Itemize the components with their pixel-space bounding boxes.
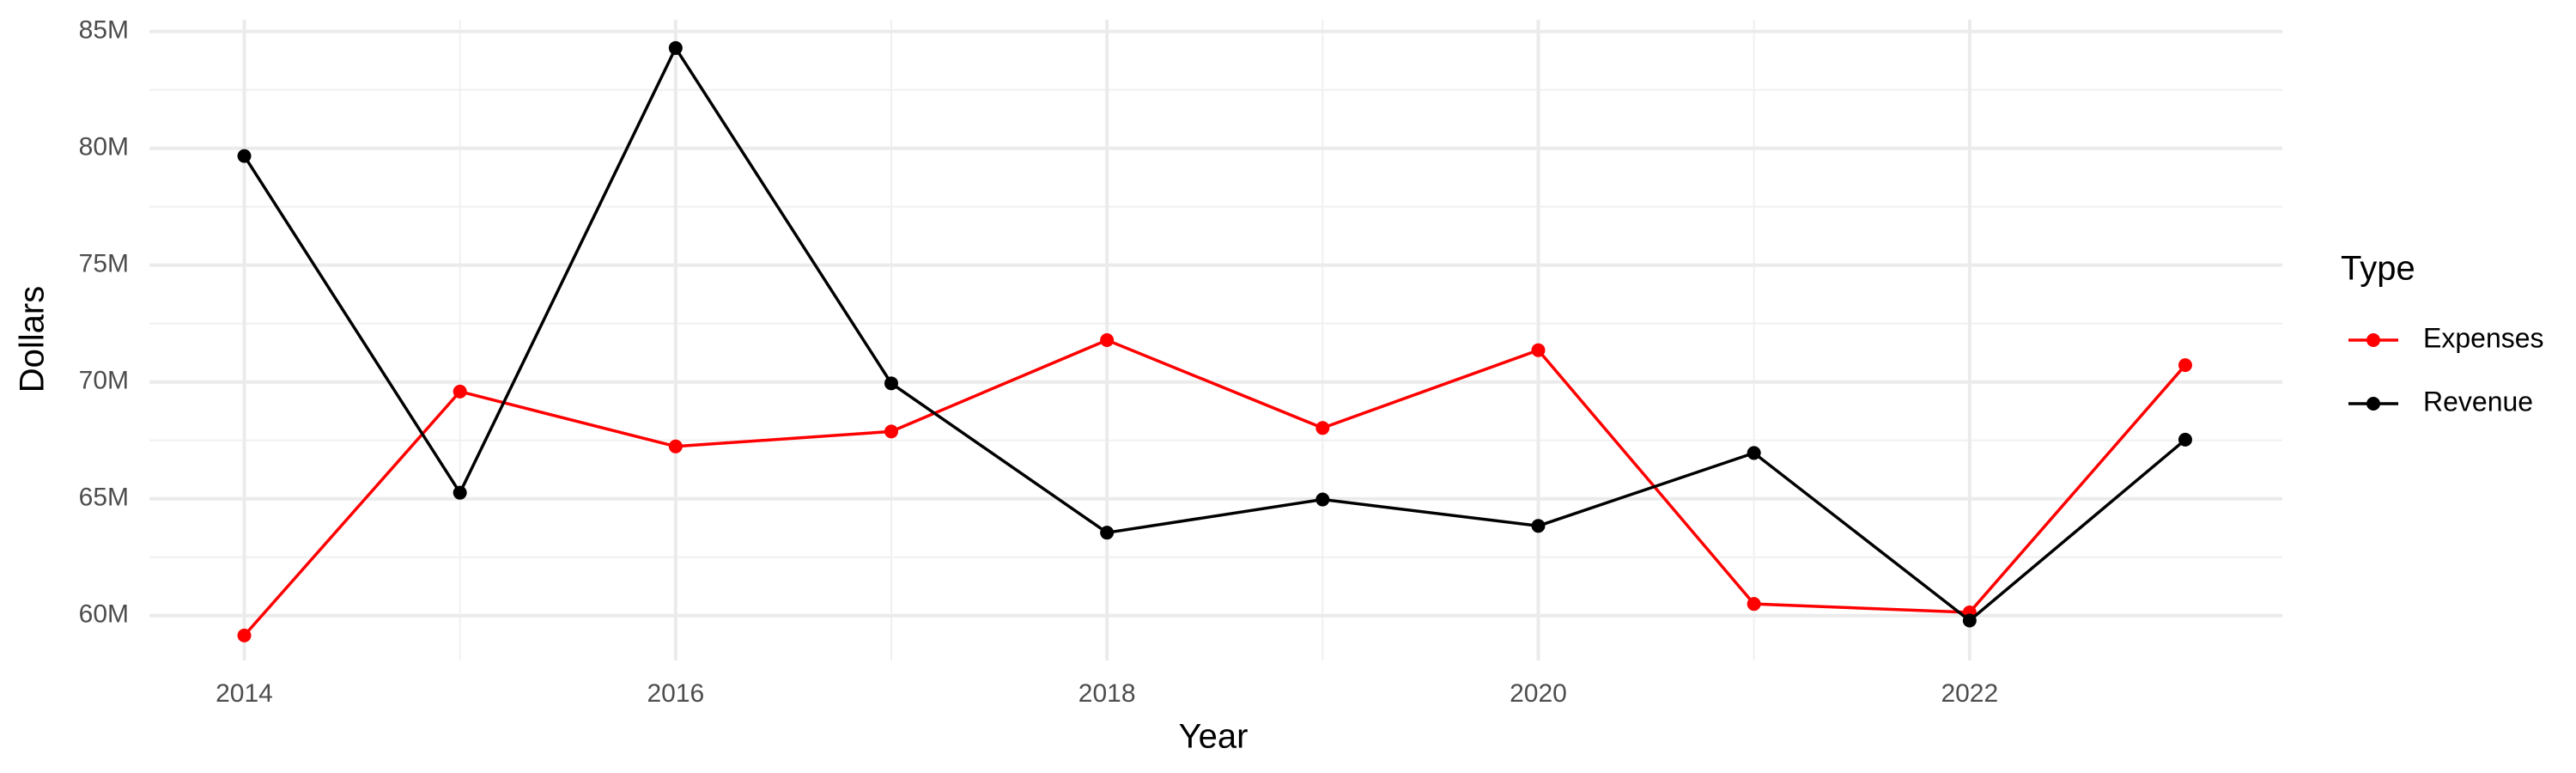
data-point xyxy=(1315,421,1330,435)
data-point xyxy=(2178,432,2192,447)
legend-label: Revenue xyxy=(2423,386,2533,417)
data-point xyxy=(237,149,252,163)
x-tick-label: 2018 xyxy=(1078,679,1136,708)
x-tick-label: 2016 xyxy=(647,679,704,708)
data-point xyxy=(1747,446,1761,460)
data-point xyxy=(1100,526,1115,540)
y-tick-label: 80M xyxy=(79,133,129,161)
legend-key-point xyxy=(2366,397,2380,411)
data-point xyxy=(1747,597,1761,612)
legend-title: Type xyxy=(2341,250,2415,288)
data-point xyxy=(453,384,467,399)
data-point xyxy=(1315,492,1330,507)
data-point xyxy=(453,485,467,500)
data-point xyxy=(668,40,683,55)
x-tick-label: 2014 xyxy=(216,679,273,708)
y-tick-label: 75M xyxy=(79,250,129,278)
y-tick-label: 60M xyxy=(79,600,129,629)
data-point xyxy=(1531,519,1546,533)
x-tick-label: 2020 xyxy=(1510,679,1567,708)
data-point xyxy=(2178,358,2192,373)
data-point xyxy=(884,376,898,391)
data-point xyxy=(884,424,898,439)
y-tick-label: 65M xyxy=(79,484,129,512)
data-point xyxy=(668,439,683,453)
data-point xyxy=(237,628,252,642)
legend-key-point xyxy=(2366,333,2380,347)
legend-label: Expenses xyxy=(2423,322,2544,353)
series-line xyxy=(243,45,2187,623)
data-point xyxy=(1962,613,1977,628)
x-axis-title: Year xyxy=(1179,718,1249,756)
data-point xyxy=(1100,333,1115,347)
y-tick-label: 70M xyxy=(79,367,129,395)
series-line xyxy=(243,338,2187,637)
data-point xyxy=(1531,343,1546,357)
y-tick-label: 85M xyxy=(79,16,129,45)
y-axis-title: Dollars xyxy=(14,286,52,393)
x-tick-label: 2022 xyxy=(1941,679,1998,708)
